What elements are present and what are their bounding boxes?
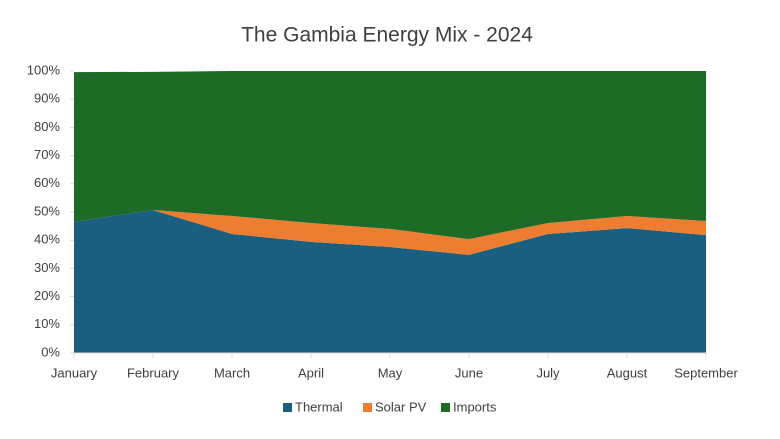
- legend-swatch: [283, 403, 292, 412]
- legend-swatch: [363, 403, 372, 412]
- legend-label: Solar PV: [375, 399, 427, 414]
- x-tick-label: July: [536, 365, 560, 380]
- x-tick-label: September: [674, 365, 738, 380]
- x-tick-label: January: [51, 365, 98, 380]
- x-tick-label: June: [455, 365, 483, 380]
- y-tick-label: 100%: [27, 62, 61, 77]
- legend-label: Thermal: [295, 399, 343, 414]
- y-tick-label: 80%: [34, 119, 60, 134]
- area: [74, 210, 706, 255]
- chart-title: The Gambia Energy Mix - 2024: [241, 24, 533, 47]
- y-tick-label: 30%: [34, 260, 60, 275]
- y-tick-label: 90%: [34, 91, 60, 106]
- x-tick-label: February: [127, 365, 180, 380]
- y-tick-label: 20%: [34, 288, 60, 303]
- y-tick-label: 40%: [34, 232, 60, 247]
- x-tick-label: March: [214, 365, 250, 380]
- y-tick-label: 0%: [41, 344, 60, 359]
- y-tick-label: 10%: [34, 316, 60, 331]
- legend-label: Imports: [453, 399, 497, 414]
- y-tick-label: 60%: [34, 175, 60, 190]
- x-tick-label: April: [298, 365, 324, 380]
- x-tick-label: August: [607, 365, 648, 380]
- area: [74, 71, 706, 240]
- y-tick-label: 50%: [34, 203, 60, 218]
- area: [74, 210, 706, 353]
- x-tick-label: May: [378, 365, 403, 380]
- legend-swatch: [441, 403, 450, 412]
- y-tick-label: 70%: [34, 147, 60, 162]
